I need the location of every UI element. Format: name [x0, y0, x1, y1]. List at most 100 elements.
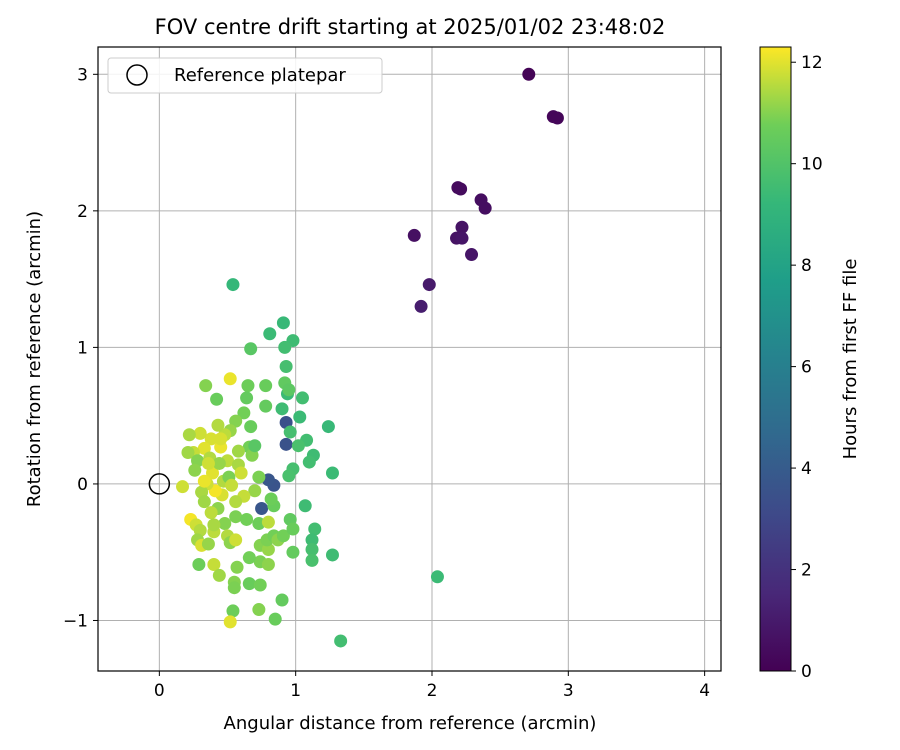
data-point	[252, 517, 266, 531]
data-point	[455, 220, 469, 234]
data-point	[522, 67, 536, 81]
data-point	[182, 428, 196, 442]
data-point	[240, 512, 254, 526]
data-point	[223, 372, 237, 386]
data-point	[242, 577, 256, 591]
data-point	[293, 410, 307, 424]
data-point	[229, 510, 243, 524]
data-point	[321, 420, 335, 434]
data-point	[255, 502, 269, 516]
colorbar-tick-label: 8	[801, 256, 812, 276]
data-point	[231, 444, 245, 458]
data-point	[282, 469, 296, 483]
data-point	[226, 604, 240, 618]
data-point	[259, 379, 273, 393]
data-point	[325, 548, 339, 562]
data-point	[276, 529, 290, 543]
y-tick-label: 3	[77, 65, 88, 85]
data-point	[240, 391, 254, 405]
plot-frame	[97, 46, 722, 672]
data-point	[176, 480, 190, 494]
x-tick-label: 0	[154, 681, 165, 701]
data-point	[212, 568, 226, 582]
colorbar-tick-label: 6	[801, 358, 812, 378]
data-point	[229, 495, 243, 509]
colorbar-tick-label: 2	[801, 561, 812, 581]
legend-entry-reference-platepar: Reference platepar	[174, 65, 346, 86]
data-point	[218, 517, 232, 531]
data-point	[225, 478, 239, 492]
colorbar-tick-label: 4	[801, 459, 812, 479]
data-point	[275, 593, 289, 607]
legend: Reference platepar	[107, 57, 383, 94]
data-point	[268, 612, 282, 626]
data-point	[263, 327, 277, 341]
data-point	[204, 432, 218, 446]
data-point	[229, 533, 243, 547]
data-point	[407, 228, 421, 242]
data-point	[223, 615, 237, 629]
data-point	[325, 466, 339, 480]
data-point	[261, 515, 275, 529]
x-axis-ticks: 0 1 2 3 4	[154, 671, 710, 701]
data-point	[204, 506, 218, 520]
data-point	[237, 406, 251, 420]
data-point	[283, 425, 297, 439]
data-point	[252, 603, 266, 617]
colorbar: 0 2 4 6 8 10 12 Hours from first FF file	[759, 46, 861, 682]
data-point	[478, 201, 492, 215]
data-point	[278, 340, 292, 354]
colorbar-tick-label: 10	[801, 155, 823, 175]
data-point	[226, 278, 240, 292]
data-point	[181, 446, 195, 460]
data-point	[201, 537, 215, 551]
colorbar-tick-label: 0	[801, 662, 812, 682]
data-point	[302, 455, 316, 469]
data-point	[229, 414, 243, 428]
data-point	[214, 432, 228, 446]
data-point	[264, 492, 278, 506]
data-point	[308, 522, 322, 536]
data-point	[199, 379, 213, 393]
data-point	[295, 391, 309, 405]
data-point	[188, 463, 202, 477]
data-point	[207, 518, 221, 532]
data-point	[242, 551, 256, 565]
data-point	[259, 399, 273, 413]
data-point	[252, 470, 266, 484]
data-point	[305, 553, 319, 567]
data-point	[550, 111, 564, 125]
data-point	[282, 383, 296, 397]
data-point	[414, 299, 428, 313]
data-point	[253, 578, 267, 592]
colorbar-tick-label: 12	[801, 53, 823, 73]
data-point	[275, 402, 289, 416]
data-points	[176, 67, 564, 648]
data-point	[261, 542, 275, 556]
y-tick-label: −1	[63, 611, 88, 631]
data-point	[430, 570, 444, 584]
x-tick-label: 2	[427, 681, 438, 701]
data-point	[234, 466, 248, 480]
y-tick-label: 0	[77, 475, 88, 495]
data-point	[210, 392, 224, 406]
data-point	[248, 439, 262, 453]
data-point	[241, 379, 255, 393]
y-tick-label: 1	[77, 338, 88, 358]
data-point	[197, 441, 211, 455]
legend-box	[107, 57, 383, 94]
data-point	[227, 581, 241, 595]
data-point	[230, 560, 244, 574]
x-tick-label: 4	[699, 681, 710, 701]
data-point	[244, 420, 258, 434]
chart-title: FOV centre drift starting at 2025/01/02 …	[155, 15, 666, 39]
data-point	[279, 360, 293, 374]
data-point	[212, 456, 226, 470]
data-point	[305, 533, 319, 547]
y-axis-ticks: −1 0 1 2 3	[63, 65, 98, 631]
data-point	[291, 439, 305, 453]
data-point	[248, 484, 262, 498]
data-point	[211, 418, 225, 432]
data-point	[197, 474, 211, 488]
